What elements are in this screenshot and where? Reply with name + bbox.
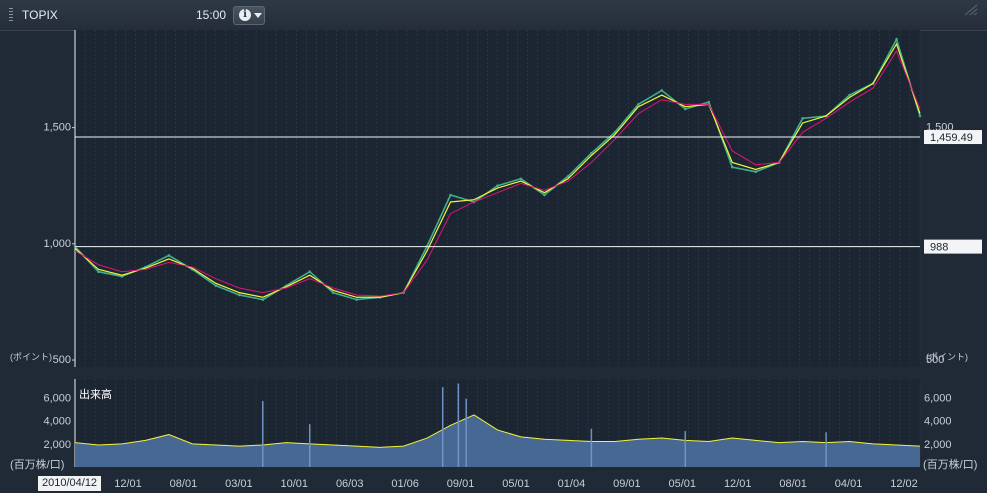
x-tick-label: 10/01 xyxy=(281,478,309,490)
y-tick-label: 1,000 xyxy=(43,238,71,250)
x-tick-label: 09/01 xyxy=(613,478,641,490)
index-title: TOPIX xyxy=(22,8,58,22)
volume-unit-right: (百万株/口) xyxy=(923,457,977,471)
data-point xyxy=(261,298,265,301)
right-tick-label: 500 xyxy=(926,354,944,366)
x-tick-label: 05/01 xyxy=(502,478,530,490)
x-axis-labels: 12/01 08/01 03/01 10/01 06/03 01/06 09/01 05/01… xyxy=(114,478,918,490)
volume-ma-line xyxy=(74,414,921,448)
x-tick-label: 12/02 xyxy=(890,478,918,490)
x-tick-label: 08/01 xyxy=(779,478,807,490)
data-point xyxy=(848,93,851,97)
data-point xyxy=(637,103,640,106)
x-tick-label: 01/06 xyxy=(391,478,419,490)
drag-grip-icon[interactable] xyxy=(9,8,13,22)
data-point xyxy=(660,89,664,92)
volume-tick-label: 2,000 xyxy=(43,439,71,451)
reference-value-label: 988 xyxy=(930,242,948,254)
x-tick-label: 06/03 xyxy=(336,478,364,490)
price-series xyxy=(73,37,922,301)
volume-series xyxy=(74,383,921,467)
x-tick-label: 04/01 xyxy=(835,478,863,490)
y-tick-label: 1,500 xyxy=(43,122,71,134)
chevron-down-icon xyxy=(254,13,262,18)
x-tick-label: 12/01 xyxy=(724,478,752,490)
data-point xyxy=(918,114,922,118)
data-point xyxy=(120,275,124,278)
market-time: 15:00 xyxy=(196,8,227,22)
info-dropdown-button[interactable]: i xyxy=(233,6,265,25)
data-point xyxy=(496,184,499,188)
data-point xyxy=(543,193,546,197)
data-point xyxy=(449,193,452,197)
price-unit-right: (ポイント) xyxy=(926,352,968,362)
info-icon: i xyxy=(239,9,251,21)
data-point xyxy=(238,293,241,297)
price-unit-left: (ポイント) xyxy=(10,352,52,362)
data-point xyxy=(707,100,711,104)
data-point xyxy=(519,177,523,181)
x-tick-label: 09/01 xyxy=(447,478,475,490)
volume-panel-title: 出来高 xyxy=(79,389,112,401)
data-point xyxy=(566,175,570,178)
price-axis-left: 500 1,000 1,500 xyxy=(43,122,75,366)
data-point xyxy=(590,151,593,155)
volume-tick-label: 4,000 xyxy=(43,416,71,428)
data-point xyxy=(895,37,898,41)
x-tick-label: 05/01 xyxy=(669,478,697,490)
x-tick-label: 03/01 xyxy=(225,478,253,490)
data-point xyxy=(214,284,218,287)
x-tick-label: 01/04 xyxy=(558,478,586,490)
volume-area xyxy=(75,414,920,467)
volume-tick-label: 6,000 xyxy=(43,393,71,405)
data-point xyxy=(308,270,312,274)
volume-tick-label-right: 6,000 xyxy=(924,393,952,405)
data-point xyxy=(730,165,734,169)
data-point xyxy=(331,291,335,294)
data-point xyxy=(801,117,804,120)
start-date-badge: 2010/04/12 xyxy=(38,476,102,491)
data-point xyxy=(754,170,757,174)
data-point xyxy=(167,254,171,257)
volume-axis: 2,000 2,000 4,000 4,000 6,000 6,000 xyxy=(43,393,951,451)
data-point xyxy=(97,270,100,274)
volume-unit-left: (百万株/口) xyxy=(10,457,64,471)
data-point xyxy=(683,107,687,111)
reference-value-tag xyxy=(924,239,982,254)
grip-icon[interactable] xyxy=(963,4,979,16)
data-point xyxy=(355,298,358,301)
reference-lines: 1,459.49 988 xyxy=(75,130,982,254)
volume-tick-label-right: 2,000 xyxy=(924,439,952,451)
y-tick-label: 500 xyxy=(53,354,71,366)
series-line-2 xyxy=(74,49,921,297)
volume-tick-label-right: 4,000 xyxy=(924,416,952,428)
last-value-label: 1,459.49 xyxy=(930,132,973,144)
x-tick-label: 12/01 xyxy=(114,478,142,490)
x-tick-label: 08/01 xyxy=(170,478,198,490)
last-value-tag xyxy=(924,130,982,145)
